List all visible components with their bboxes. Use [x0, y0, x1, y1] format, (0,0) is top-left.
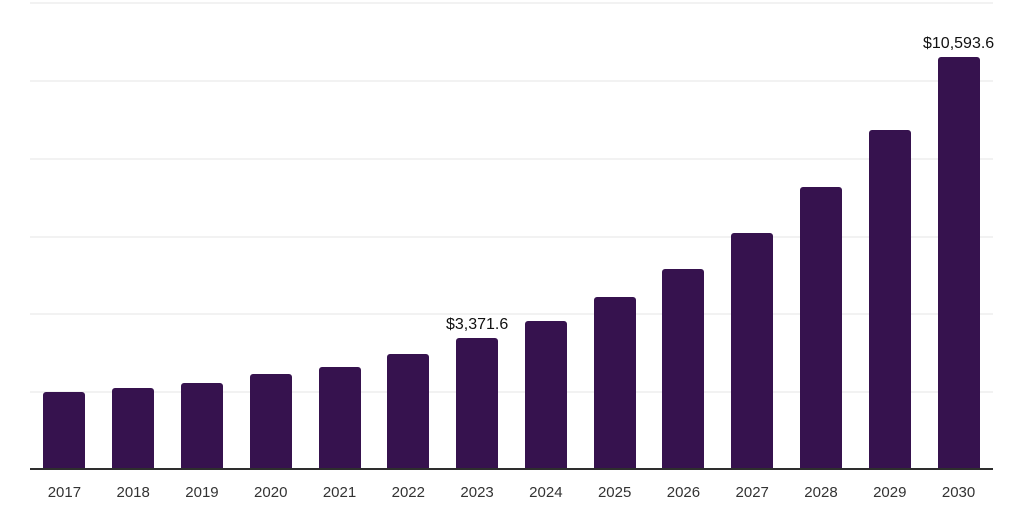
- x-tick-2025: 2025: [597, 484, 632, 501]
- x-tick-2021: 2021: [322, 484, 357, 501]
- bar-2030: [937, 56, 980, 469]
- gridline-6000: [30, 235, 993, 238]
- bar-2024: [524, 320, 567, 469]
- bar-2028: [800, 186, 843, 469]
- bar-2025: [593, 296, 636, 469]
- bar-2022: [387, 353, 430, 469]
- bar-2029: [868, 130, 911, 469]
- x-tick-2028: 2028: [804, 484, 838, 501]
- data-label-2030: $10,593.6: [923, 34, 995, 52]
- bar-2027: [731, 232, 774, 469]
- bar-2023: [456, 337, 499, 469]
- bar-2021: [318, 366, 361, 469]
- bar-2018: [112, 388, 155, 469]
- gridline-8000: [30, 157, 993, 160]
- x-tick-2030: 2030: [941, 484, 976, 501]
- x-tick-2018: 2018: [116, 484, 150, 501]
- gridline-12000: [30, 2, 993, 4]
- bar-2017: [43, 391, 86, 469]
- x-tick-2027: 2027: [735, 484, 769, 501]
- bar-2026: [662, 268, 705, 469]
- bar-2019: [180, 382, 223, 469]
- x-tick-2020: 2020: [254, 484, 288, 501]
- x-tick-2029: 2029: [873, 484, 907, 501]
- x-tick-2023: 2023: [460, 484, 494, 501]
- x-tick-2026: 2026: [666, 484, 701, 501]
- data-label-2023: $3,371.6: [445, 315, 509, 333]
- gridline-10000: [30, 79, 993, 82]
- x-axis-line: [30, 468, 993, 470]
- x-tick-2017: 2017: [47, 484, 82, 501]
- bar-2020: [249, 374, 292, 469]
- gridline-2000: [30, 391, 993, 394]
- x-tick-2024: 2024: [529, 484, 563, 501]
- x-axis-tick-labels: 2017 2018 2019 2020 2021 2022 2023 2024 2025 2026…: [30, 484, 993, 502]
- x-tick-2022: 2022: [391, 484, 425, 501]
- plot-area: $3,371.6 $10,593.6: [30, 2, 994, 469]
- x-tick-2019: 2019: [185, 484, 219, 501]
